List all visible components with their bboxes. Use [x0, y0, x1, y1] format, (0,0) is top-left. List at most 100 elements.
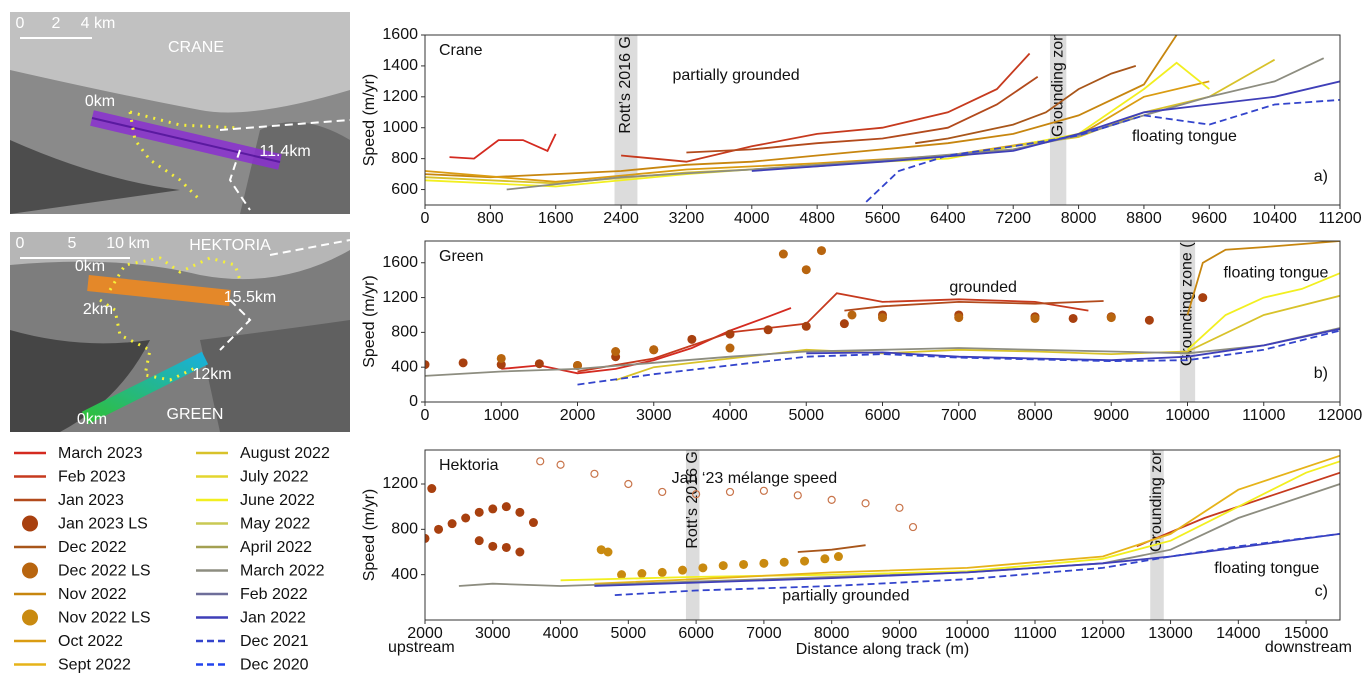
legend-label: Nov 2022	[58, 586, 127, 603]
data-point	[515, 547, 525, 557]
plot-area: Grounding zone (both)	[425, 241, 1340, 402]
legend-label: Dec 2020	[240, 657, 309, 674]
annotation: partially grounded	[672, 67, 799, 84]
annotation: floating tongue	[1223, 264, 1328, 281]
y-tick-label: 0	[409, 393, 418, 410]
series-line	[425, 61, 1210, 188]
x-tick-label: 10400	[1252, 210, 1297, 227]
series-line	[621, 52, 1031, 163]
x-tick-label: 12000	[1318, 407, 1363, 424]
scale-label: 2	[52, 15, 61, 32]
legend-swatch	[22, 609, 38, 626]
data-point	[1198, 293, 1208, 303]
zone-label: Rott’s 2016 GZ	[617, 26, 634, 134]
legend-label: August 2022	[240, 445, 330, 462]
data-point	[759, 558, 769, 568]
data-point	[827, 495, 836, 504]
data-point	[425, 533, 430, 543]
data-point	[908, 522, 918, 532]
annotation: partially grounded	[782, 587, 909, 604]
panel-label: c)	[1315, 583, 1328, 600]
x-tick-label: 800	[477, 210, 504, 227]
chart-title: Hektoria	[439, 457, 499, 474]
data-point	[725, 343, 735, 353]
data-point	[474, 536, 484, 546]
legend-label: March 2022	[240, 563, 325, 580]
scale-label: 0	[16, 235, 25, 252]
series-line	[1186, 272, 1340, 351]
data-point	[534, 359, 544, 369]
data-point	[474, 507, 484, 517]
series-line	[615, 294, 1340, 382]
data-point	[801, 265, 811, 275]
data-point	[501, 502, 511, 512]
data-point	[624, 479, 633, 489]
data-point	[590, 469, 599, 478]
x-tick-label: 5000	[788, 407, 824, 424]
scale-label: 4 km	[81, 15, 116, 32]
data-point	[833, 552, 843, 562]
data-point	[1068, 313, 1078, 323]
data-point	[461, 513, 471, 523]
annotation: floating tongue	[1132, 128, 1237, 145]
series-line	[449, 133, 557, 160]
data-point	[617, 570, 627, 580]
chart-title: Green	[439, 248, 483, 265]
x-tick-label: 3000	[475, 625, 511, 642]
zone-label: Grounding zone	[1049, 23, 1066, 137]
x-tick-label: 2000	[407, 625, 443, 642]
y-tick-label: 1200	[382, 88, 418, 105]
data-point	[801, 321, 811, 331]
legend-label: March 2023	[58, 445, 143, 462]
y-tick-label: 400	[391, 358, 418, 375]
x-tick-label: 2000	[560, 407, 596, 424]
legend-label: June 2022	[240, 492, 315, 509]
zone-band	[614, 35, 638, 205]
map-label: 0km	[85, 93, 115, 110]
data-point	[678, 565, 688, 575]
series-line	[806, 328, 1340, 362]
x-tick-label: 1600	[538, 210, 574, 227]
legend-label: Dec 2022 LS	[58, 563, 151, 580]
data-point	[820, 554, 830, 564]
x-tick-label: 9600	[1191, 210, 1227, 227]
zone-label: Rott’s 2016 GZ	[684, 441, 701, 549]
axes-frame	[424, 34, 1341, 206]
x-tick-label: 11000	[1013, 625, 1056, 642]
legend-label: Nov 2022 LS	[58, 610, 151, 627]
data-point	[817, 246, 826, 256]
data-point	[725, 487, 735, 497]
data-point	[800, 556, 810, 566]
map-label: 12km	[192, 366, 231, 383]
legend-label: July 2022	[240, 469, 309, 486]
map-label: 0km	[77, 411, 107, 428]
data-point	[649, 345, 659, 355]
x-tick-label: 9000	[882, 625, 918, 642]
legend-label: Sept 2022	[58, 657, 131, 674]
legend-label: Jan 2023 LS	[58, 516, 148, 533]
data-point	[515, 507, 525, 517]
data-point	[425, 360, 430, 370]
data-point	[725, 329, 735, 339]
y-tick-label: 800	[391, 521, 418, 538]
y-tick-label: 1200	[382, 475, 418, 492]
data-point	[895, 503, 904, 512]
map-title: CRANE	[168, 39, 224, 56]
data-point	[739, 559, 749, 569]
series-line	[425, 327, 1340, 377]
scale-label: 0	[16, 15, 25, 32]
scale-label: 10 km	[106, 235, 150, 252]
x-tick-label: 15000	[1284, 625, 1329, 642]
data-point	[1030, 313, 1040, 323]
x-tick-label: 4800	[799, 210, 835, 227]
legend-label: Oct 2022	[58, 633, 123, 650]
legend-swatch	[22, 515, 38, 532]
x-tick-label: 7200	[995, 210, 1031, 227]
data-point	[718, 561, 728, 571]
footer-left: upstream	[388, 639, 455, 656]
data-point	[698, 563, 708, 573]
x-tick-label: 7000	[746, 625, 782, 642]
series-line	[915, 65, 1137, 145]
zone-label: Grounding zone	[1148, 438, 1165, 552]
x-tick-label: 0	[421, 407, 430, 424]
